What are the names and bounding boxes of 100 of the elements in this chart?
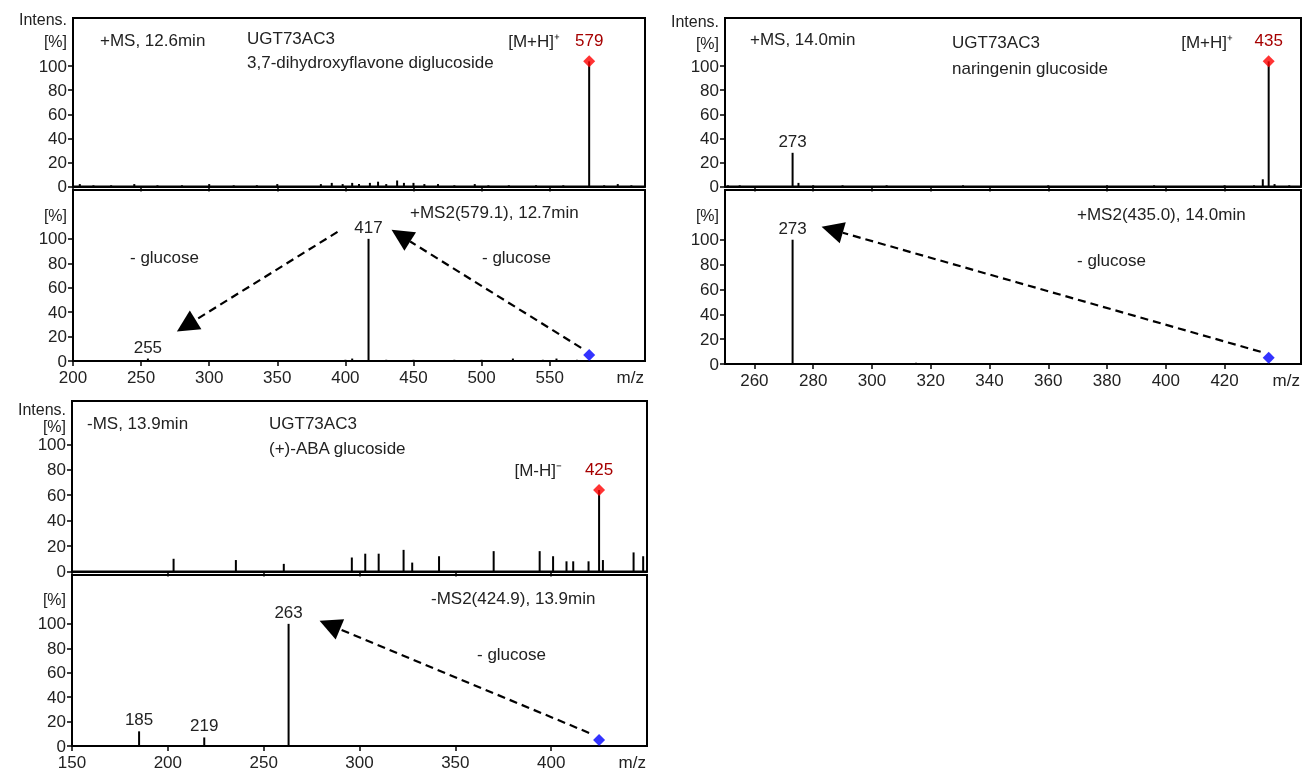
annotation: (+)-ABA glucoside: [269, 438, 406, 458]
annotation: naringenin glucoside: [952, 58, 1108, 78]
y-tick-label: 20: [47, 712, 66, 732]
x-tick-label: 420: [1210, 371, 1239, 390]
x-tick-label: 200: [153, 753, 183, 772]
x-tick-label: 550: [535, 368, 564, 387]
annotation: +MS, 12.6min: [100, 30, 206, 50]
x-axis-title: m/z: [618, 753, 646, 772]
y-tick-label: 100: [37, 614, 66, 634]
annotation: - glucose: [477, 644, 546, 664]
y-tick-label: 80: [48, 80, 67, 100]
y-tick-label: 0: [709, 354, 719, 374]
y-tick-label: 40: [700, 128, 719, 148]
y-tick-label: 60: [48, 104, 67, 124]
x-tick-label: 400: [536, 753, 566, 772]
annotation: 425: [584, 460, 614, 480]
x-tick-label: 300: [195, 368, 224, 387]
x-axis-title: m/z: [1272, 371, 1300, 390]
y-tick-label: 40: [47, 511, 66, 531]
bar: [138, 731, 141, 746]
annotation: +MS2(579.1), 12.7min: [410, 202, 579, 222]
y-tick-label: 0: [57, 177, 67, 196]
annotation: UGT73AC3: [269, 413, 357, 433]
annotation: 263: [274, 602, 303, 622]
x-tick-label: 400: [331, 368, 360, 387]
annotation: 255: [133, 337, 163, 357]
y-tick-label: 0: [56, 562, 66, 581]
annotation: 435: [1254, 31, 1283, 51]
x-tick-label: 250: [249, 753, 278, 772]
y-tick-label: 100: [37, 434, 66, 454]
x-tick-label: 320: [916, 371, 945, 390]
x-tick-label: 500: [467, 368, 496, 387]
y-axis-title: [%]: [42, 590, 66, 608]
x-tick-label: 300: [345, 753, 374, 772]
x-tick-label: 200: [58, 368, 88, 387]
y-axis-title: [%]: [43, 206, 67, 224]
y-axis-title: Intens. [%]: [670, 12, 719, 52]
y-tick-label: 60: [48, 278, 67, 298]
annotation: [M+H]⁺: [1181, 32, 1233, 52]
annotation: 579: [574, 31, 604, 51]
annotation: 273: [778, 131, 807, 151]
y-tick-label: 60: [47, 485, 66, 505]
x-tick-label: 260: [740, 371, 769, 390]
x-tick-label: 450: [399, 368, 428, 387]
annotation: [M-H]⁻: [514, 460, 562, 480]
y-tick-label: 20: [700, 329, 719, 349]
x-tick-label: 300: [857, 371, 887, 390]
x-tick-label: 350: [263, 368, 292, 387]
x-tick-label: 250: [126, 368, 156, 387]
y-tick-label: 0: [57, 351, 67, 371]
annotation: 185: [124, 710, 154, 730]
annotation: 3,7-dihydroxyflavone diglucoside: [247, 52, 494, 72]
y-axis-title: Intens. [%]: [18, 10, 67, 50]
y-tick-label: 60: [700, 279, 719, 299]
y-tick-label: 20: [700, 152, 719, 172]
y-tick-label: 80: [47, 460, 66, 480]
y-tick-label: 80: [48, 253, 67, 273]
bar: [287, 623, 290, 746]
annotation: [M+H]⁺: [508, 31, 560, 51]
y-tick-label: 0: [56, 736, 66, 756]
y-tick-label: 100: [38, 56, 67, 76]
x-tick-label: 400: [1151, 371, 1180, 390]
annotation: UGT73AC3: [952, 32, 1040, 52]
x-tick-label: 360: [1034, 371, 1063, 390]
y-tick-label: 20: [48, 327, 67, 347]
y-axis-title: Intens. [%]: [17, 401, 66, 435]
y-tick-label: 20: [48, 152, 67, 172]
annotation: 219: [190, 716, 219, 736]
annotation: - glucose: [1077, 250, 1146, 270]
y-tick-label: 40: [48, 302, 67, 322]
annotation: 273: [778, 218, 807, 238]
y-tick-label: 40: [47, 687, 66, 707]
annotation: UGT73AC3: [247, 28, 335, 48]
y-tick-label: 20: [47, 536, 66, 556]
annotation: - glucose: [482, 247, 551, 267]
x-axis-title: m/z: [616, 368, 644, 387]
x-tick-label: 350: [441, 753, 470, 772]
y-tick-label: 60: [47, 663, 66, 683]
bar: [203, 737, 206, 746]
bar: [367, 238, 370, 361]
y-tick-label: 100: [690, 56, 719, 76]
annotation: -MS2(424.9), 13.9min: [431, 588, 596, 608]
y-tick-label: 80: [700, 255, 719, 275]
y-axis-title: [%]: [695, 206, 719, 224]
x-tick-label: 340: [975, 371, 1004, 390]
annotation: -MS, 13.9min: [87, 413, 189, 433]
y-tick-label: 0: [709, 177, 719, 196]
y-tick-label: 40: [700, 304, 719, 324]
annotation: +MS, 14.0min: [750, 29, 856, 49]
y-tick-label: 80: [700, 80, 719, 100]
x-tick-label: 280: [798, 371, 828, 390]
annotation: +MS2(435.0), 14.0min: [1077, 204, 1246, 224]
x-tick-label: 380: [1092, 371, 1122, 390]
x-tick-label: 150: [57, 753, 87, 772]
y-tick-label: 40: [48, 128, 67, 148]
y-tick-label: 100: [690, 230, 719, 250]
annotation: - glucose: [130, 247, 199, 267]
y-tick-label: 80: [47, 638, 66, 658]
annotation: 417: [354, 217, 383, 237]
y-tick-label: 60: [700, 104, 719, 124]
